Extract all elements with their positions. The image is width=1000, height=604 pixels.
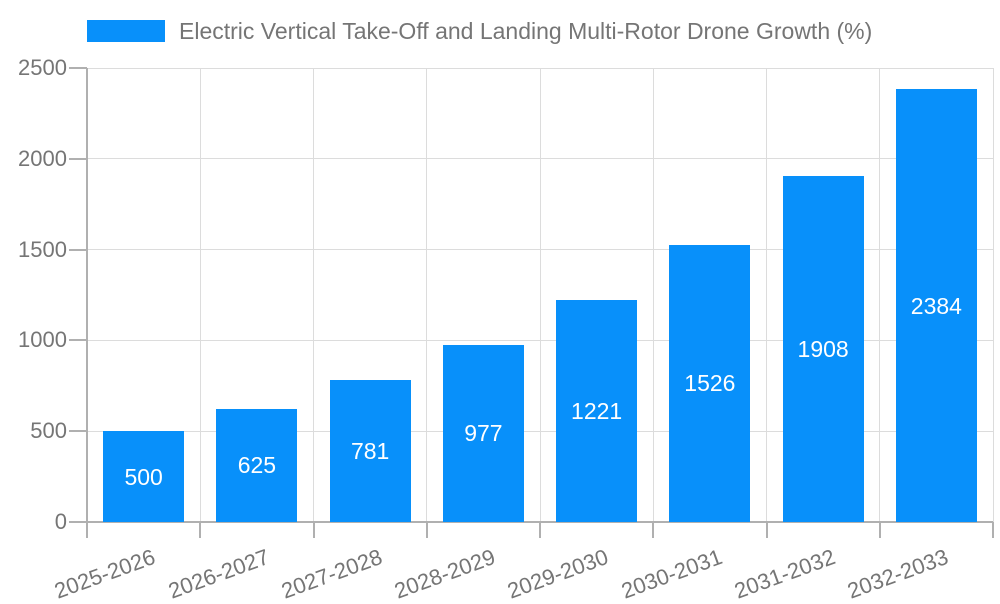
y-axis-line [86, 68, 88, 522]
x-tick [86, 522, 88, 538]
x-tick-label: 2032-2033 [844, 544, 952, 604]
y-tick [69, 157, 87, 160]
gridline-v [313, 68, 314, 522]
bar-value-label: 1526 [684, 370, 736, 397]
bar-value-label: 977 [464, 420, 503, 447]
y-tick-label: 1000 [18, 327, 67, 353]
bar-value-label: 1221 [571, 398, 623, 425]
bar-2027-2028[interactable] [329, 380, 411, 522]
bar-2029-2030[interactable] [556, 300, 638, 522]
x-tick-label: 2028-2029 [391, 544, 499, 604]
x-tick-label: 2029-2030 [504, 544, 612, 604]
y-tick-label: 500 [30, 418, 67, 444]
bar-value-label: 2384 [910, 292, 962, 319]
x-tick [765, 522, 768, 538]
bar-2028-2029[interactable] [442, 344, 524, 522]
bar-value-label: 500 [124, 463, 163, 490]
y-tick [69, 248, 87, 251]
gridline-v [766, 68, 767, 522]
y-tick [69, 430, 87, 433]
x-tick-label: 2025-2026 [51, 544, 159, 604]
y-tick [69, 339, 87, 342]
y-tick-label: 2500 [18, 55, 67, 80]
x-tick [199, 522, 202, 538]
legend: Electric Vertical Take-Off and Landing M… [87, 18, 872, 44]
x-tick-label: 2027-2028 [277, 544, 386, 604]
x-tick [539, 522, 541, 538]
y-tick [69, 67, 87, 69]
legend-label: Electric Vertical Take-Off and Landing M… [179, 17, 873, 44]
x-tick [992, 522, 994, 538]
legend-swatch[interactable] [87, 20, 165, 42]
gridline-v [426, 68, 428, 522]
x-tick [878, 522, 881, 538]
x-tick [652, 522, 655, 538]
gridline-v [539, 68, 541, 522]
bar-value-label: 1908 [797, 335, 849, 362]
gridline-v [199, 68, 201, 522]
x-axis-line [69, 521, 993, 523]
bar-2030-2031[interactable] [669, 244, 751, 522]
x-tick-label: 2031-2032 [730, 544, 839, 604]
bar-2026-2027[interactable] [216, 408, 298, 522]
y-tick-label: 1500 [18, 236, 67, 262]
gridline-v [879, 68, 881, 522]
x-tick [312, 522, 315, 538]
x-tick [425, 522, 428, 538]
bar-2025-2026[interactable] [103, 431, 185, 522]
y-tick-label: 0 [54, 509, 67, 534]
bar-value-label: 781 [350, 438, 390, 465]
y-tick-label: 2000 [18, 145, 67, 171]
bar-value-label: 625 [237, 452, 277, 479]
bar-2032-2033[interactable] [895, 89, 977, 522]
x-tick-label: 2026-2027 [164, 544, 273, 604]
bar-2031-2032[interactable] [782, 175, 864, 522]
x-tick-label: 2030-2031 [617, 544, 726, 604]
gridline-v [992, 68, 994, 522]
gridline-v [652, 68, 654, 522]
